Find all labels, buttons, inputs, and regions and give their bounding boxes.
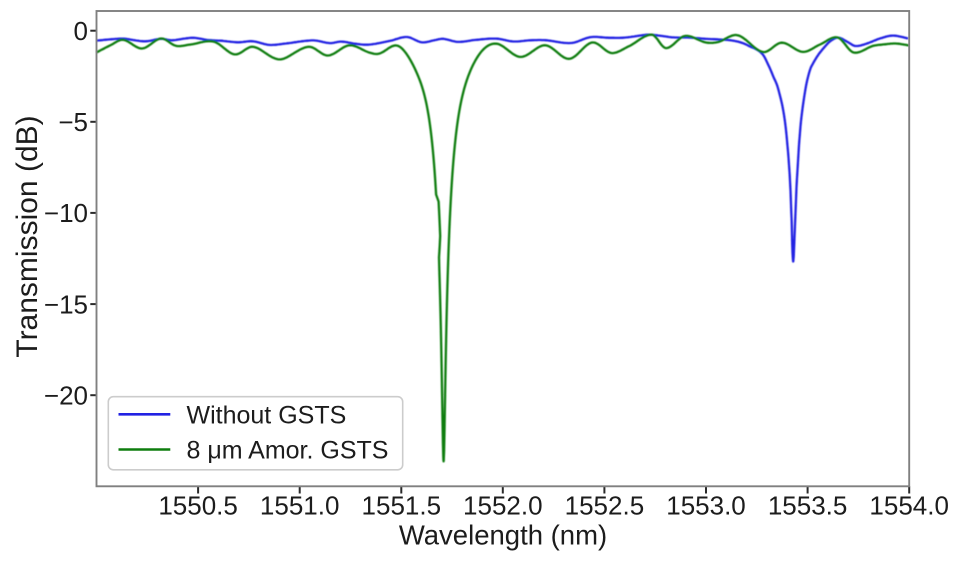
- svg-text:1551.0: 1551.0: [260, 491, 340, 521]
- svg-text:−20: −20: [44, 381, 88, 411]
- svg-text:1552.5: 1552.5: [565, 491, 645, 521]
- svg-text:0: 0: [74, 16, 88, 46]
- svg-text:1552.0: 1552.0: [463, 491, 543, 521]
- svg-text:1550.5: 1550.5: [158, 491, 238, 521]
- svg-text:−10: −10: [44, 198, 88, 228]
- svg-text:−15: −15: [44, 289, 88, 319]
- svg-text:1553.0: 1553.0: [666, 491, 746, 521]
- svg-text:−5: −5: [58, 107, 88, 137]
- svg-text:Without GSTS: Without GSTS: [187, 401, 347, 429]
- svg-text:Transmission (dB): Transmission (dB): [11, 115, 44, 357]
- svg-text:8 μm Amor. GSTS: 8 μm Amor. GSTS: [187, 437, 389, 465]
- svg-text:Wavelength (nm): Wavelength (nm): [399, 520, 607, 551]
- svg-text:1554.0: 1554.0: [869, 491, 949, 521]
- svg-text:1551.5: 1551.5: [362, 491, 442, 521]
- svg-text:1553.5: 1553.5: [768, 491, 848, 521]
